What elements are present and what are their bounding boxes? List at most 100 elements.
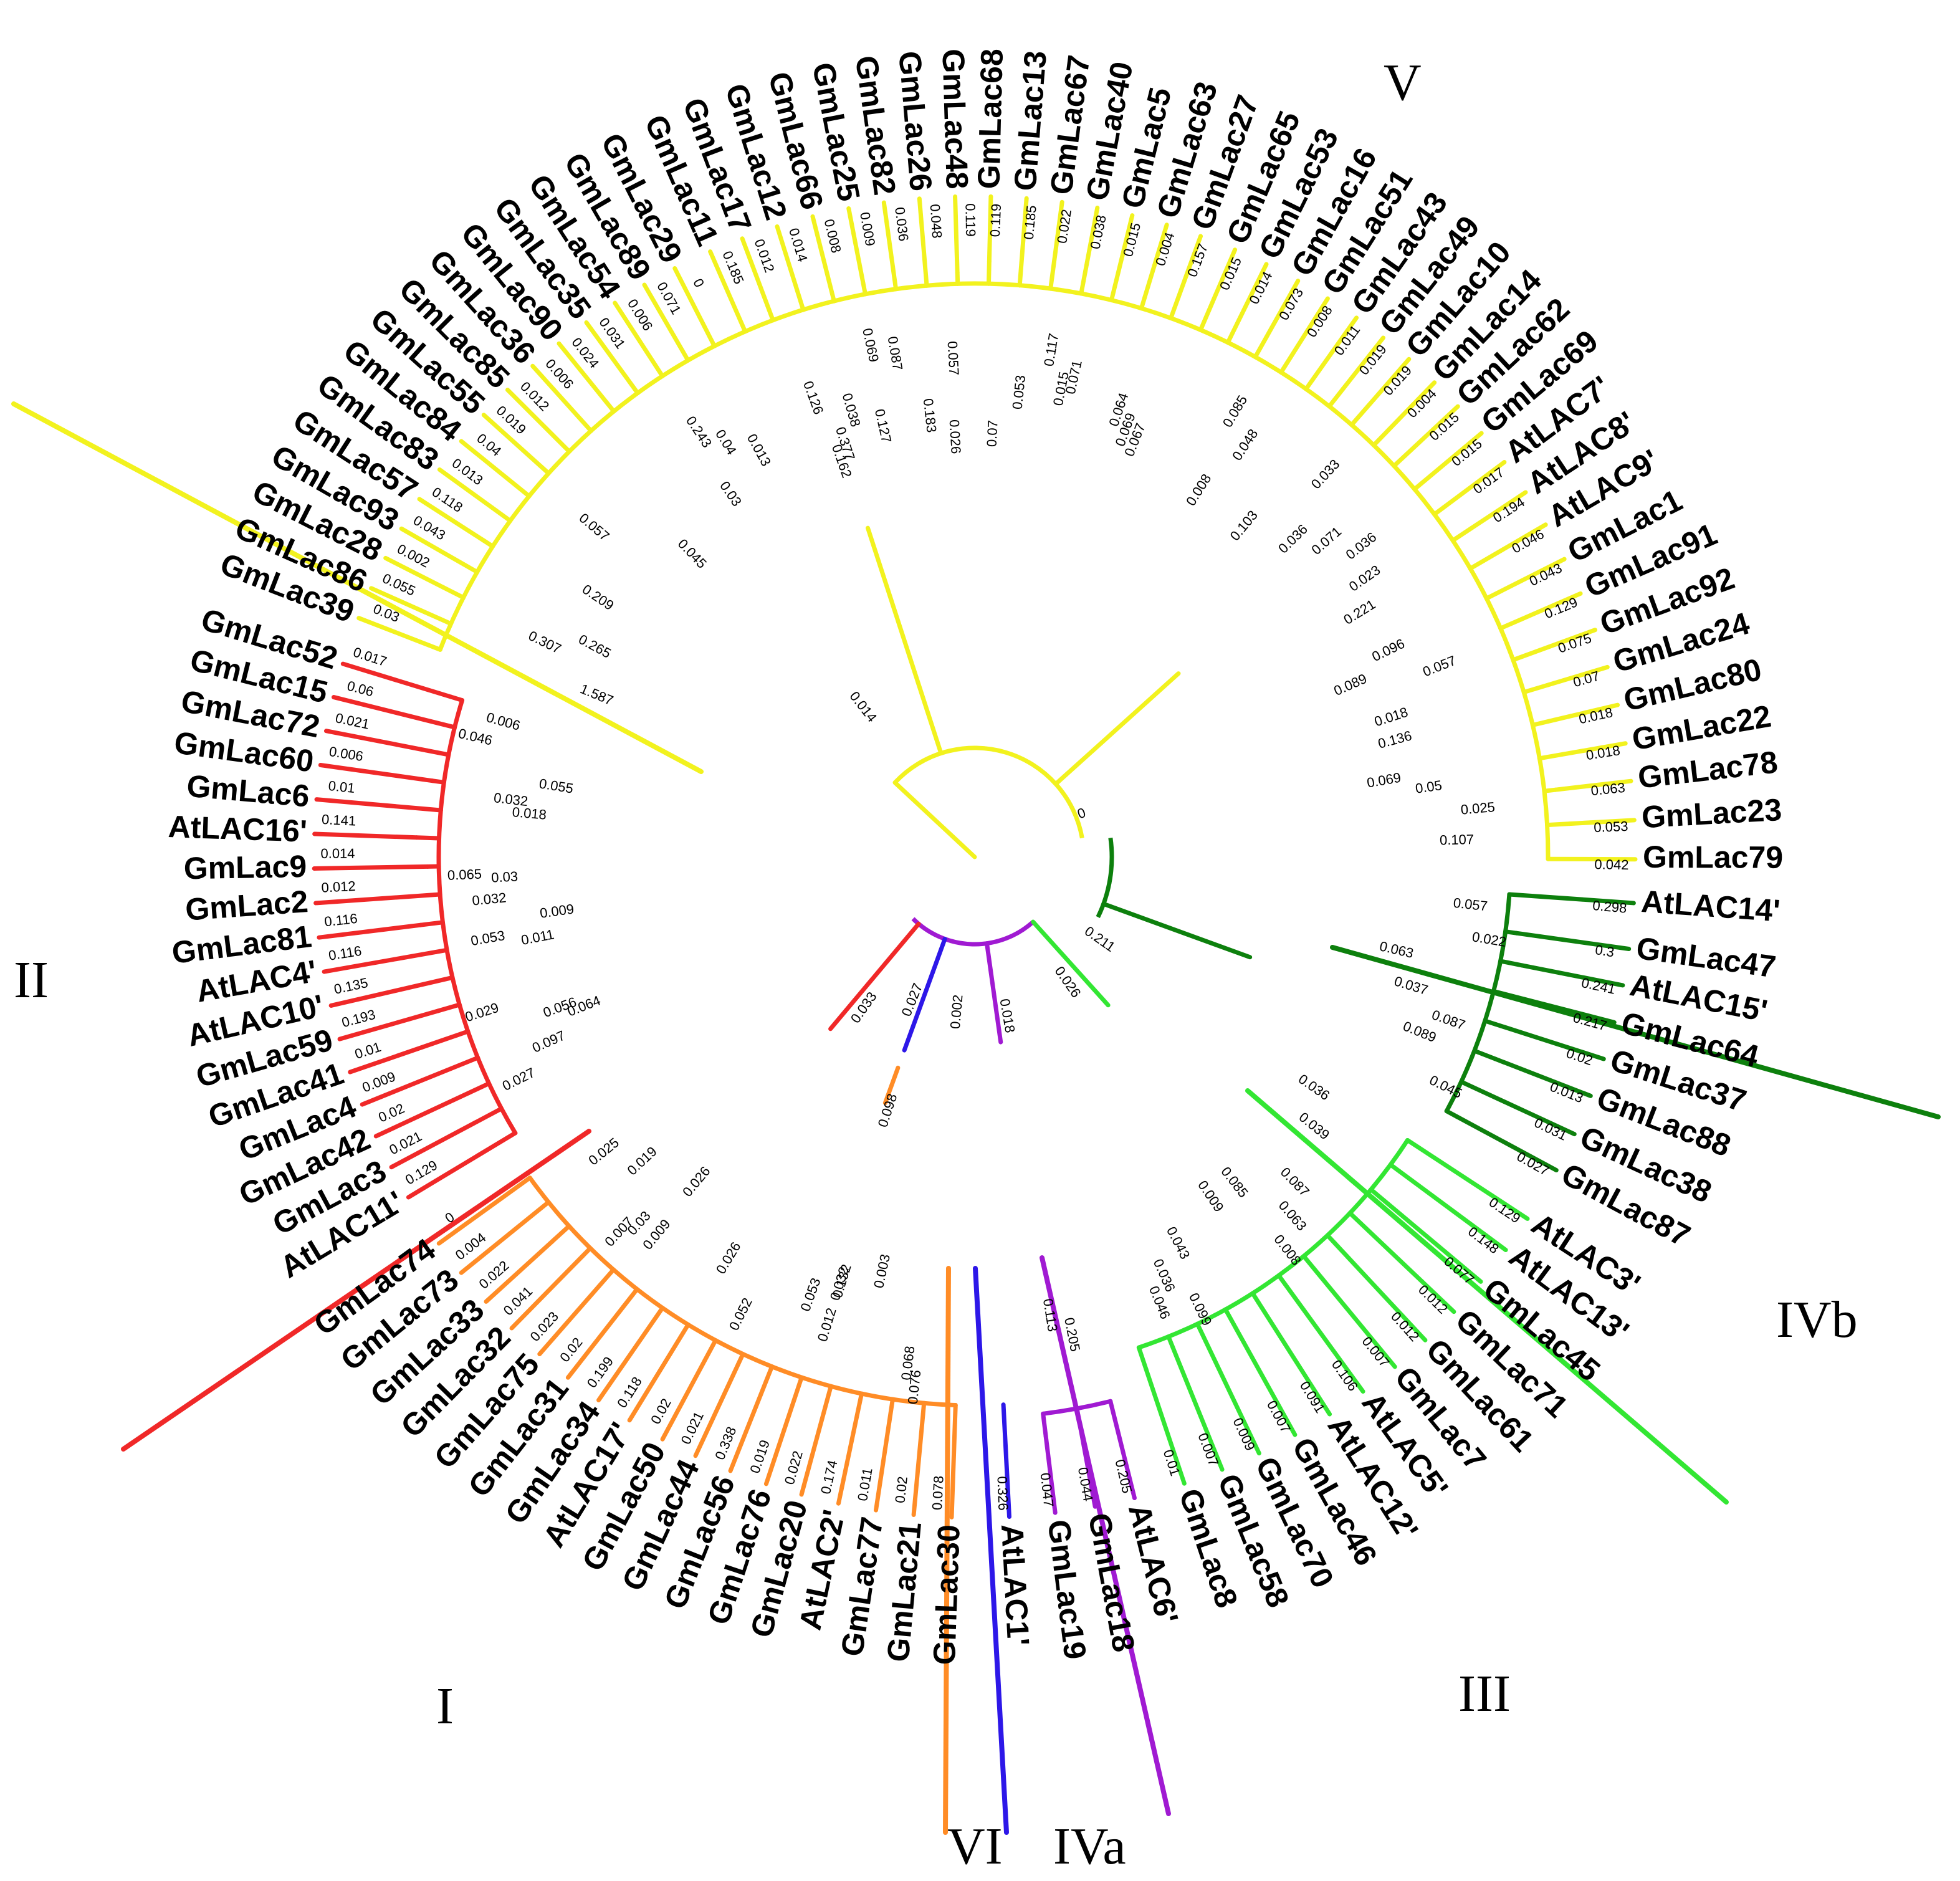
branch-gmlac48	[953, 194, 960, 275]
branch-gmlac16	[1264, 279, 1301, 340]
leaf-gmlac19: GmLac19	[1041, 1518, 1093, 1661]
branch-length-gmlac27: 0.157	[1184, 241, 1211, 279]
branch-gmlac81-stem	[418, 920, 445, 927]
branch-length-gmlac58: 0.007	[1195, 1431, 1221, 1468]
branch-gmlac37	[1493, 1022, 1606, 1061]
branch-atlac8	[1469, 490, 1528, 530]
branch-length-gmlac60: 0.006	[328, 744, 364, 764]
branch-gmlac68	[987, 194, 993, 264]
internal-length-52: 0.087	[1430, 1007, 1467, 1033]
internal-length-5: 0.045	[675, 536, 710, 572]
branch-length-gmlac16: 0.073	[1276, 285, 1306, 323]
branch-gmlac16-stem	[1253, 335, 1269, 360]
branch-gmlac50	[660, 1357, 707, 1442]
root-branch-V-top	[892, 780, 977, 859]
branch-length-gmlac66: 0.008	[821, 218, 844, 254]
branch-atlac15	[1520, 963, 1625, 988]
branch-atlac13	[1397, 1169, 1508, 1253]
internal-length-36: 0.221	[1341, 596, 1379, 628]
internal-length-45: 0.018	[1372, 704, 1410, 730]
branch-atlac5	[1276, 1273, 1365, 1394]
internal-length-24: 0.085	[1220, 393, 1251, 430]
branch-gmlac8	[1144, 1366, 1187, 1486]
internal-length-95: 0.03	[491, 868, 519, 885]
internal-length-75: 0.026	[713, 1239, 744, 1276]
branch-gmlac45	[1385, 1202, 1483, 1284]
branch-atlac15-stem	[1498, 959, 1525, 968]
root-branch-IVb	[1101, 901, 1253, 960]
internal-length-26: 0.036	[1275, 521, 1311, 556]
branch-length-gmlac38: 0.031	[1532, 1114, 1569, 1143]
branch-gmlac78	[1553, 778, 1633, 792]
branch-length-gmlac82: 0.036	[892, 206, 912, 242]
branch-gmlac13	[1017, 196, 1029, 288]
internal-length-92: 0.046	[457, 725, 494, 749]
group-label-II: II	[14, 951, 49, 1009]
branch-length-gmlac15: 0.06	[345, 677, 375, 699]
branch-gmlac89	[642, 282, 685, 353]
internal-length-53: 0.045	[1427, 1072, 1465, 1101]
branch-length-gmlac32: 0.041	[500, 1283, 536, 1318]
branch-atlac2	[836, 1391, 864, 1506]
branch-length-gmlac47: 0.3	[1594, 942, 1615, 960]
outlier-branch-VI	[943, 1266, 951, 1835]
leaf-atlac16: AtLAC16'	[168, 809, 308, 849]
branch-atlac16	[312, 831, 419, 840]
branch-gmlac65	[1198, 247, 1238, 332]
internal-length-44: 0.069	[1365, 770, 1402, 791]
branch-gmlac90	[557, 341, 610, 405]
branch-gmlac17	[740, 236, 772, 312]
branch-gmlac29	[672, 266, 707, 328]
branch-gmlac7-stem	[1301, 1253, 1321, 1276]
branch-gmlac38	[1459, 1079, 1577, 1137]
branch-gmlac27	[1176, 234, 1203, 300]
branch-gmlac6	[314, 797, 443, 813]
branch-gmlac9	[312, 864, 430, 871]
branch-gmlac68-stem	[986, 259, 992, 286]
branch-length-atlac8: 0.194	[1490, 494, 1527, 526]
branch-length-gmlac79: 0.042	[1594, 856, 1629, 873]
branch-gmlac62-stem	[1392, 448, 1413, 469]
branch-gmlac69	[1412, 431, 1484, 492]
branch-gmlac19-stem	[1041, 1411, 1048, 1438]
branch-length-gmlac43: 0.011	[1331, 322, 1364, 358]
branch-atlac1	[1001, 1402, 1011, 1520]
leaf-gmlac79: GmLac79	[1643, 840, 1783, 875]
branch-gmlac88	[1493, 1056, 1593, 1098]
internal-length-73: 0.003	[871, 1253, 893, 1290]
internal-length-97: 0.029	[463, 1000, 500, 1025]
branch-atlac7	[1441, 460, 1507, 510]
branch-atlac10	[328, 975, 455, 1008]
internal-length-23: 0.048	[1229, 426, 1261, 464]
branch-gmlac85-stem	[551, 433, 571, 454]
branch-gmlac92	[1511, 628, 1597, 663]
branch-gmlac76	[763, 1396, 797, 1486]
branch-gmlac80	[1552, 702, 1620, 722]
branch-length-gmlac13: 0.185	[1021, 204, 1040, 240]
branch-atlac3	[1405, 1137, 1530, 1221]
internal-length-3: 0.307	[526, 628, 563, 657]
internal-length-1: 0.265	[576, 631, 613, 661]
branch-length-atlac10: 0.135	[333, 975, 370, 997]
internal-length-39: 0.089	[1331, 671, 1369, 699]
branch-length-gmlac87: 0.027	[1514, 1149, 1552, 1179]
internal-length-58: 0.008	[1271, 1232, 1304, 1268]
branch-gmlac76-stem	[792, 1375, 804, 1401]
branch-length-gmlac73: 0.004	[452, 1230, 489, 1263]
branch-length-gmlac92: 0.075	[1556, 630, 1594, 656]
branch-gmlac14	[1379, 380, 1437, 439]
branch-length-gmlac33: 0.022	[476, 1258, 512, 1292]
branch-gmlac8-stem	[1136, 1345, 1149, 1371]
branch-length-gmlac69: 0.015	[1448, 436, 1485, 469]
branch-atlac6	[1108, 1399, 1137, 1501]
branch-length-gmlac25: 0.009	[857, 211, 878, 247]
branch-length-gmlac21: 0.02	[892, 1476, 910, 1504]
group-label-III: III	[1458, 1665, 1511, 1723]
root-branch-I	[882, 1065, 901, 1106]
branch-gmlac12	[775, 224, 799, 291]
branch-length-gmlac6: 0.01	[328, 778, 356, 796]
branch-gmlac35	[584, 320, 627, 378]
branch-length-gmlac30: 0.078	[929, 1475, 947, 1510]
internal-length-49: 0.063	[1378, 938, 1415, 961]
outlier-branch-III	[1245, 1088, 1729, 1505]
